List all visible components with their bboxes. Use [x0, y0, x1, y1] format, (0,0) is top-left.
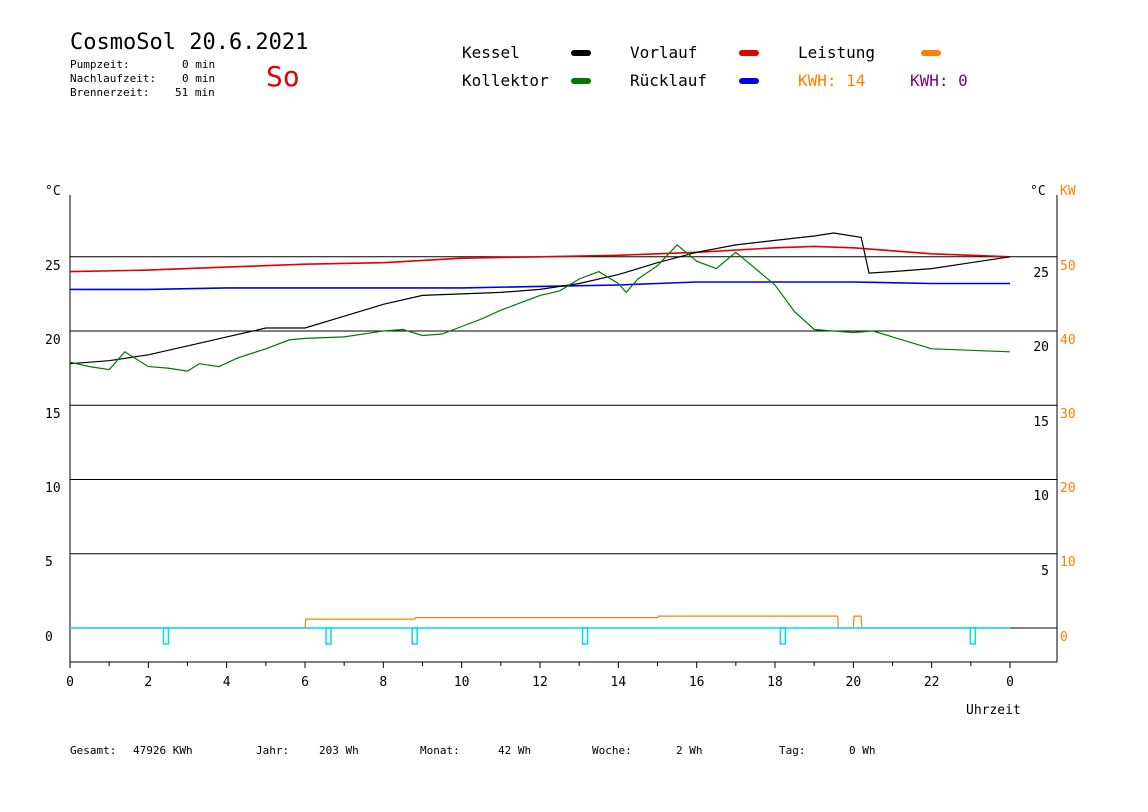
footer-tag-value: 0 Wh [849, 744, 876, 757]
series-line-vorlauf [69, 245, 1011, 273]
y-tick-label-right-c: 25 [1033, 266, 1049, 281]
y-unit-right-kw: KW [1060, 184, 1076, 199]
x-tick-label: 20 [846, 675, 862, 690]
series-line-kessel [69, 232, 1011, 365]
brennerzeit-value: 51 min [175, 86, 215, 99]
y-tick-label-left: 25 [45, 259, 61, 274]
y-tick-label-right-c: 15 [1033, 415, 1049, 430]
pump-marker [411, 627, 418, 645]
y-tick-label-right-c: 5 [1041, 564, 1049, 579]
footer-gesamt-value: 47926 KWh [133, 744, 193, 757]
y-tick-label-left: 20 [45, 333, 61, 348]
legend-ruecklauf-swatch [739, 78, 759, 84]
footer-gesamt-label: Gesamt: [70, 744, 117, 757]
legend-kessel-label: Kessel [462, 43, 520, 62]
legend-vorlauf-label: Vorlauf [630, 43, 698, 62]
y-tick-label-right-kw: 40 [1060, 333, 1076, 348]
x-axis-label: Uhrzeit [966, 703, 1021, 718]
footer-monat-label: Monat: [420, 744, 460, 757]
x-tick-label: 14 [611, 675, 627, 690]
x-tick-label: 22 [924, 675, 940, 690]
series-line-kollektor [69, 244, 1011, 372]
footer-woche-value: 2 Wh [676, 744, 703, 757]
series-line-ruecklauf [70, 281, 1010, 291]
pumpzeit-value: 0 min [182, 58, 216, 71]
y-tick-label-right-kw: 20 [1060, 481, 1076, 496]
nachlaufzeit-label: Nachlaufzeit: [70, 72, 157, 85]
x-tick-label: 12 [532, 675, 548, 690]
nachlaufzeit-value: 0 min [182, 72, 216, 85]
legend-kwh-other: KWH: 0 [910, 71, 968, 90]
y-tick-label-right-c: 20 [1033, 340, 1049, 355]
x-tick-label: 8 [379, 675, 387, 690]
footer-jahr-value: 203 Wh [319, 744, 359, 757]
x-tick-label: 4 [223, 675, 231, 690]
pump-marker [581, 627, 589, 645]
y-tick-label-right-kw: 30 [1060, 407, 1076, 422]
x-tick-label: 0 [1006, 675, 1014, 690]
legend-ruecklauf-label: Rücklauf [630, 71, 708, 90]
pump-marker [969, 627, 977, 645]
legend-leistung-swatch [921, 50, 941, 56]
pump-marker [162, 627, 170, 645]
y-tick-label-right-kw: 0 [1060, 630, 1068, 645]
x-tick-label: 10 [454, 675, 470, 690]
legend-kollektor-label: Kollektor [462, 71, 549, 90]
y-tick-label-left: 0 [45, 630, 53, 645]
pumpzeit-label: Pumpzeit: [70, 58, 130, 71]
footer-tag-label: Tag: [779, 744, 806, 757]
weekday-label: So [266, 60, 300, 93]
pump-marker [325, 627, 332, 645]
y-tick-label-right-kw: 50 [1060, 259, 1076, 274]
y-unit-left: °C [45, 184, 61, 199]
y-unit-right-c: °C [1030, 184, 1046, 199]
legend-leistung-label: Leistung [798, 43, 876, 62]
y-tick-label-left: 10 [45, 481, 61, 496]
legend-kessel-swatch [571, 50, 591, 56]
x-tick-label: 0 [66, 675, 74, 690]
legend-kwh-solar: KWH: 14 [798, 71, 866, 90]
x-tick-label: 18 [767, 675, 783, 690]
y-tick-label-right-kw: 10 [1060, 555, 1076, 570]
y-tick-label-left: 15 [45, 407, 61, 422]
x-tick-label: 2 [144, 675, 152, 690]
pump-marker [779, 627, 787, 645]
legend-kollektor-swatch [571, 78, 591, 84]
y-tick-label-left: 5 [45, 555, 53, 570]
x-tick-label: 16 [689, 675, 705, 690]
footer-woche-label: Woche: [592, 744, 632, 757]
footer-monat-value: 42 Wh [498, 744, 532, 757]
y-tick-label-right-c: 10 [1033, 489, 1049, 504]
page-title: CosmoSol 20.6.2021 [70, 30, 309, 55]
legend-vorlauf-swatch [739, 50, 759, 56]
footer-jahr-label: Jahr: [256, 744, 290, 757]
x-tick-label: 6 [301, 675, 309, 690]
series-line-leistung [70, 615, 1010, 629]
brennerzeit-label: Brennerzeit: [70, 86, 150, 99]
